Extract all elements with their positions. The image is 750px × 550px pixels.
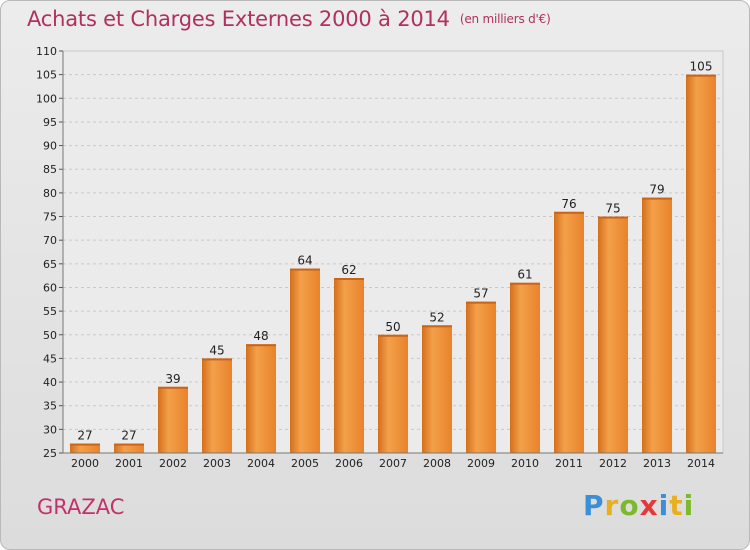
bar-2011 bbox=[554, 211, 584, 453]
bar-2003 bbox=[202, 358, 232, 453]
bar-value-label: 27 bbox=[121, 429, 136, 443]
bar-top-edge bbox=[510, 282, 540, 285]
x-tick-label: 2010 bbox=[511, 457, 539, 470]
bar-top-edge bbox=[598, 216, 628, 219]
bar-value-label: 52 bbox=[429, 310, 444, 324]
bar-top-edge bbox=[290, 268, 320, 271]
x-tick-label: 2009 bbox=[467, 457, 495, 470]
bar-2010 bbox=[510, 282, 540, 453]
bar-top-edge bbox=[642, 197, 672, 200]
bar-2014 bbox=[686, 74, 716, 453]
y-tick-label: 55 bbox=[43, 305, 57, 318]
x-axis: 2000 2001 2002 2003 2004 2005 2006 2007 2008 2009… bbox=[63, 452, 723, 470]
bar-top-edge bbox=[378, 334, 408, 337]
x-tick-label: 2004 bbox=[247, 457, 275, 470]
bar-2000 bbox=[70, 443, 100, 453]
y-tick-label: 105 bbox=[36, 69, 57, 82]
y-tick-label: 40 bbox=[43, 376, 57, 389]
x-tick-label: 2014 bbox=[687, 457, 715, 470]
bar-top-edge bbox=[466, 301, 496, 304]
x-tick-label: 2008 bbox=[423, 457, 451, 470]
y-tick-label: 110 bbox=[36, 45, 57, 58]
y-tick-label: 95 bbox=[43, 116, 57, 129]
proxiti-logo: Proxiti bbox=[583, 489, 694, 522]
y-tick-label: 60 bbox=[43, 281, 57, 294]
x-tick-label: 2007 bbox=[379, 457, 407, 470]
bar-value-label: 75 bbox=[605, 202, 620, 216]
x-tick-label: 2003 bbox=[203, 457, 231, 470]
logo-letter: i bbox=[658, 489, 670, 522]
bar-2002 bbox=[158, 386, 188, 453]
y-tick-label: 50 bbox=[43, 329, 57, 342]
bar-top-edge bbox=[686, 74, 716, 77]
bar-value-label: 39 bbox=[165, 372, 180, 386]
bar-2008 bbox=[422, 325, 452, 453]
logo-letter: P bbox=[583, 489, 605, 522]
bars: 27 27 39 45 48 64 62 50 52 57 61 76 75 79 105 bbox=[70, 60, 716, 453]
bar-value-label: 105 bbox=[690, 60, 713, 74]
x-tick-label: 2006 bbox=[335, 457, 363, 470]
bar-value-label: 61 bbox=[517, 268, 532, 282]
y-tick-label: 80 bbox=[43, 187, 57, 200]
bar-top-edge bbox=[70, 443, 100, 446]
bar-2007 bbox=[378, 334, 408, 453]
logo-letter: x bbox=[639, 489, 659, 522]
bar-2004 bbox=[246, 344, 276, 453]
bar-value-label: 48 bbox=[253, 329, 268, 343]
y-tick-label: 45 bbox=[43, 352, 57, 365]
y-tick-label: 90 bbox=[43, 140, 57, 153]
x-tick-label: 2001 bbox=[115, 457, 143, 470]
x-tick-label: 2005 bbox=[291, 457, 319, 470]
y-tick-label: 100 bbox=[36, 92, 57, 105]
bar-value-label: 62 bbox=[341, 263, 356, 277]
x-tick-label: 2011 bbox=[555, 457, 583, 470]
chart-subtitle: (en milliers d'€) bbox=[459, 12, 551, 26]
x-tick-label: 2002 bbox=[159, 457, 187, 470]
y-tick-label: 70 bbox=[43, 234, 57, 247]
y-tick-label: 85 bbox=[43, 163, 57, 176]
logo-letter: r bbox=[604, 489, 620, 522]
logo-letter: t bbox=[669, 489, 684, 522]
bar-value-label: 50 bbox=[385, 320, 400, 334]
y-axis: 25 30 35 40 45 50 55 60 65 70 75 80 85 90 95 100 105 110 bbox=[36, 45, 64, 460]
y-tick-label: 35 bbox=[43, 400, 57, 413]
bar-top-edge bbox=[246, 344, 276, 347]
chart-title: Achats et Charges Externes 2000 à 2014 (e… bbox=[27, 7, 551, 31]
bar-2001 bbox=[114, 443, 144, 453]
bar-value-label: 57 bbox=[473, 287, 488, 301]
bar-value-label: 27 bbox=[77, 429, 92, 443]
bar-value-label: 79 bbox=[649, 183, 664, 197]
y-tick-label: 75 bbox=[43, 211, 57, 224]
logo-letter: i bbox=[683, 489, 695, 522]
bar-2012 bbox=[598, 216, 628, 453]
x-tick-label: 2000 bbox=[71, 457, 99, 470]
bar-top-edge bbox=[554, 211, 584, 214]
bar-2009 bbox=[466, 301, 496, 453]
y-tick-label: 25 bbox=[43, 447, 57, 460]
bar-value-label: 76 bbox=[561, 197, 576, 211]
bar-top-edge bbox=[334, 278, 364, 281]
x-tick-label: 2012 bbox=[599, 457, 627, 470]
bar-top-edge bbox=[114, 443, 144, 446]
y-tick-label: 30 bbox=[43, 423, 57, 436]
y-tick-label: 65 bbox=[43, 258, 57, 271]
chart-title-text: Achats et Charges Externes 2000 à 2014 bbox=[27, 7, 450, 31]
bar-top-edge bbox=[158, 386, 188, 389]
x-tick-label: 2013 bbox=[643, 457, 671, 470]
bar-top-edge bbox=[422, 325, 452, 328]
bar-value-label: 64 bbox=[297, 254, 312, 268]
town-name: GRAZAC bbox=[37, 495, 125, 519]
bar-2013 bbox=[642, 197, 672, 453]
bar-2006 bbox=[334, 278, 364, 453]
bar-2005 bbox=[290, 268, 320, 453]
bar-top-edge bbox=[202, 358, 232, 361]
logo-letter: o bbox=[619, 489, 640, 522]
bar-value-label: 45 bbox=[209, 343, 224, 357]
